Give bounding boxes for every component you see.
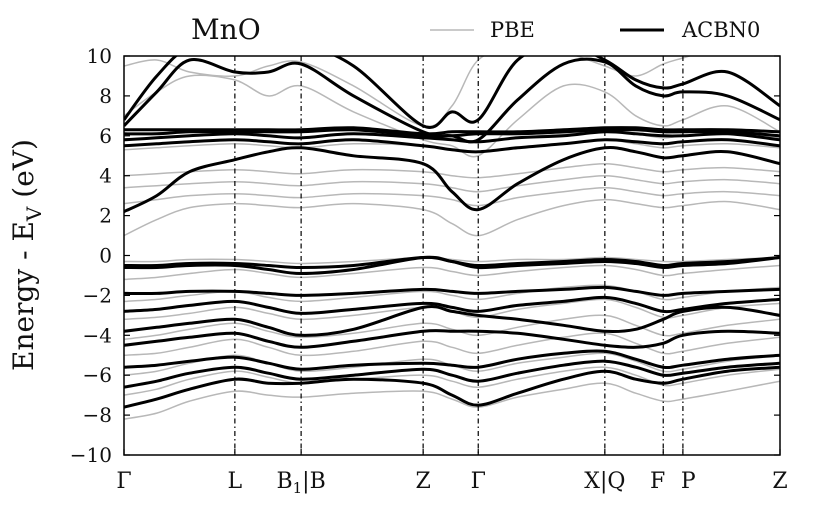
pbe-band-9 xyxy=(124,256,780,265)
legend-label-pbe: PBE xyxy=(490,18,535,42)
pbe-band-12 xyxy=(124,174,780,193)
acbn0-band-3 xyxy=(124,349,780,371)
kpoint-label: X|Q xyxy=(584,469,625,494)
y-tick-label: −10 xyxy=(70,443,112,467)
y-axis-label: Energy - EV (eV) xyxy=(7,139,46,371)
y-tick-label: 2 xyxy=(99,204,112,228)
y-tick-label: −6 xyxy=(83,363,112,387)
pbe-band-2 xyxy=(124,366,780,396)
pbe-band-4 xyxy=(124,332,780,357)
pbe-band-3 xyxy=(124,352,780,376)
series-acbn0 xyxy=(124,56,780,409)
legend: PBE ACBN0 xyxy=(430,18,760,42)
y-axis-label-main: Energy - E xyxy=(7,221,40,371)
pbe-band-1 xyxy=(124,380,780,420)
pbe-band-10 xyxy=(124,198,780,237)
acbn0-band-13 xyxy=(124,128,780,138)
legend-label-acbn0: ACBN0 xyxy=(681,18,760,42)
kpoint-label: Γ xyxy=(471,469,486,494)
kpoint-label: F xyxy=(650,469,665,494)
kpoint-divider-lines xyxy=(234,56,684,455)
pbe-band-13 xyxy=(124,162,780,179)
acbn0-band-14 xyxy=(124,126,780,136)
acbn0-band-1 xyxy=(124,365,780,409)
kpoint-label: P xyxy=(681,469,696,494)
series-pbe xyxy=(124,56,780,420)
acbn0-band-6 xyxy=(124,295,780,315)
acbn0-band-2 xyxy=(124,359,780,389)
y-tick-label: −8 xyxy=(83,403,112,427)
y-tick-label: 0 xyxy=(99,244,112,268)
kpoint-label: L xyxy=(228,469,243,494)
y-tick-label: 8 xyxy=(99,84,112,108)
y-tick-label: 6 xyxy=(99,124,112,148)
y-tick-label: −2 xyxy=(83,283,112,307)
kpoint-label: Z xyxy=(415,469,430,494)
acbn0-band-15 xyxy=(124,57,780,144)
acbn0-band-11 xyxy=(124,138,780,154)
y-axis-ticks: −10 −8 −6 −4 −2 0 2 4 6 8 10 xyxy=(70,44,780,467)
pbe-band-8 xyxy=(124,264,780,281)
y-tick-label: −4 xyxy=(83,323,112,347)
acbn0-band-10 xyxy=(124,146,780,213)
y-axis-label-unit: (eV) xyxy=(7,139,40,207)
kpoint-label: Z xyxy=(772,469,787,494)
y-axis-label-subscript: V xyxy=(22,206,46,222)
y-tick-label: 10 xyxy=(87,44,112,68)
kpoint-label: B1|B xyxy=(276,469,325,497)
x-axis-ticks: Γ L B1|B Z Γ X|Q F P Z xyxy=(116,449,788,497)
acbn0-band-16 xyxy=(124,56,780,129)
kpoint-label: Γ xyxy=(116,469,131,494)
y-tick-label: 4 xyxy=(99,164,112,188)
acbn0-band-7 xyxy=(124,285,780,297)
chart-title: MnO xyxy=(191,13,261,46)
acbn0-band-9 xyxy=(124,255,780,269)
acbn0-band-4 xyxy=(124,329,780,349)
acbn0-band-5 xyxy=(124,305,780,337)
pbe-band-17 xyxy=(124,56,692,128)
